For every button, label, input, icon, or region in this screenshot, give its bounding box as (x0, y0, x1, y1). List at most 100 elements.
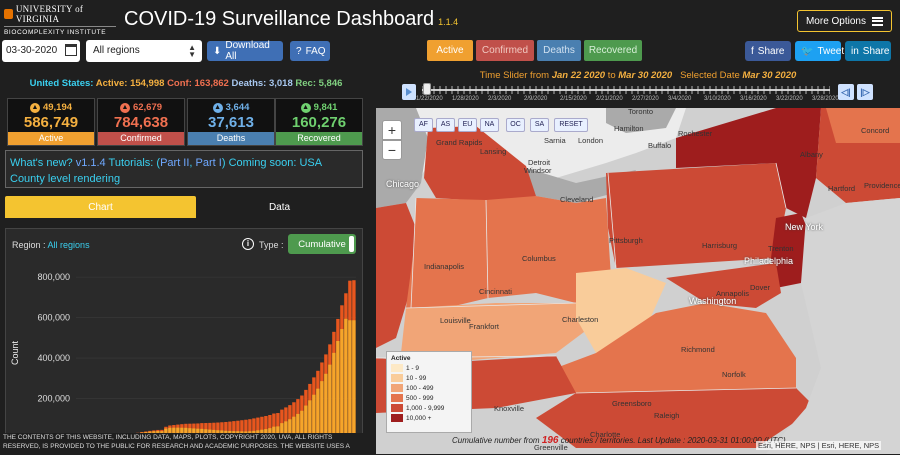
header: UNIVERSITY of VIRGINIA BIOCOMPLEXITY INS… (0, 0, 900, 40)
slider-tick-label: 3/16/2020 (740, 96, 767, 102)
tab-recovered[interactable]: Recovered (584, 40, 642, 61)
label-new-york: New York (785, 222, 823, 232)
bar-active (316, 389, 319, 439)
y-tick-label: 600,000 (37, 313, 70, 323)
map-legend: Active 1 - 9 10 - 99 100 - 499 500 - 999… (386, 351, 472, 433)
uva-logo[interactable]: UNIVERSITY of VIRGINIA BIOCOMPLEXITY INS… (4, 4, 116, 36)
map-view[interactable]: + − AF AS EU NA OC SA RESET Toronto Hami… (376, 108, 900, 454)
tab-active[interactable]: Active (427, 40, 473, 61)
region-btn-sa[interactable]: SA (530, 118, 549, 132)
y-tick-label: 200,000 (37, 394, 70, 404)
label-washington: Washington (689, 296, 736, 306)
label-trenton: Trenton (768, 244, 794, 253)
twitter-share-button[interactable]: 🐦Tweet (795, 41, 841, 61)
download-icon: ⬇ (213, 46, 221, 57)
label-grand-rapids: Grand Rapids (436, 138, 482, 147)
facebook-icon: f (751, 46, 754, 57)
region-btn-as[interactable]: AS (436, 118, 455, 132)
region-btn-af[interactable]: AF (414, 118, 433, 132)
tab-deaths[interactable]: Deaths (537, 40, 581, 61)
download-all-button[interactable]: ⬇Download All (207, 41, 283, 61)
logo-line-1: UNIVERSITY of VIRGINIA (16, 4, 116, 24)
bar-active (348, 320, 351, 439)
label-cincinnati: Cincinnati (479, 287, 512, 296)
chart-region-label: Region : All regions (12, 240, 90, 250)
whats-new-banner: What's new? v1.1.4 Tutorials: (Part II, … (5, 150, 363, 188)
y-axis-label: Count (10, 341, 20, 366)
legend-swatch (391, 394, 403, 402)
label-toronto: Toronto (628, 108, 653, 116)
zoom-out-button[interactable]: − (382, 140, 402, 160)
tab-data[interactable]: Data (196, 196, 363, 218)
arrow-up-icon: ▲ (30, 103, 40, 113)
time-slider-handle[interactable] (423, 83, 431, 95)
question-icon: ? (296, 46, 302, 57)
step-forward-button[interactable]: |▷ (857, 84, 873, 100)
label-frankfort: Frankfort (469, 322, 499, 331)
region-btn-na[interactable]: NA (480, 118, 499, 132)
label-columbus: Columbus (522, 254, 556, 263)
stat-card-active: ▲49,194 586,749 Active (7, 98, 95, 146)
slider-tick-label: 3/28/2020 (812, 96, 839, 102)
cumulative-toggle[interactable]: Cumulative (288, 234, 356, 254)
bar-active (328, 365, 331, 439)
info-icon[interactable]: i (242, 238, 254, 250)
slider-tick-label: 1/28/2020 (452, 96, 479, 102)
region-select[interactable]: All regions▲▼ (86, 40, 202, 62)
label-windsor: Windsor (524, 166, 552, 175)
tutorial-part1-link[interactable]: Part I (196, 157, 222, 169)
label-louisville: Louisville (440, 316, 471, 325)
label-albany: Albany (800, 150, 823, 159)
time-slider-panel: Time Slider from Jan 22 2020 to Mar 30 2… (376, 62, 900, 108)
calendar-icon[interactable] (65, 44, 77, 56)
chart-region-value[interactable]: All regions (48, 240, 90, 250)
label-buffalo: Buffalo (648, 141, 671, 150)
rotunda-icon (4, 9, 13, 19)
legend-row: 10 - 99 (391, 373, 467, 383)
region-btn-eu[interactable]: EU (458, 118, 477, 132)
linkedin-icon: in (851, 46, 859, 57)
faq-button[interactable]: ?FAQ (290, 41, 330, 61)
version-link[interactable]: v1.1.4 (76, 157, 106, 169)
slider-tick-label: 2/3/2020 (488, 96, 511, 102)
region-btn-reset[interactable]: RESET (554, 118, 588, 132)
region-indiana[interactable] (406, 198, 488, 308)
legend-swatch (391, 384, 403, 392)
tab-confirmed[interactable]: Confirmed (476, 40, 534, 61)
label-dover: Dover (750, 283, 770, 292)
tutorial-part2-link[interactable]: Part II (160, 157, 189, 169)
slider-tick-label: 1/22/2020 (416, 96, 443, 102)
region-pennsylvania[interactable] (606, 163, 786, 268)
chart-panel: Region : All regions i Type : Cumulative… (5, 228, 363, 454)
play-button[interactable] (402, 84, 416, 100)
date-picker-input[interactable]: 03-30-2020 (2, 40, 80, 62)
bar-active (352, 320, 355, 439)
map-update-note: Cumulative number from 196 countries / t… (452, 435, 786, 446)
slider-tick-label: 3/10/2020 (704, 96, 731, 102)
legend-row: 100 - 499 (391, 383, 467, 393)
time-slider-track[interactable] (422, 86, 830, 94)
step-back-button[interactable]: ◁| (838, 84, 854, 100)
bar-active (332, 353, 335, 439)
label-hamilton: Hamilton (614, 124, 644, 133)
time-slider-text: Time Slider from Jan 22 2020 to Mar 30 2… (376, 70, 900, 81)
stat-card-deaths: ▲3,644 37,613 Deaths (187, 98, 275, 146)
zoom-in-button[interactable]: + (382, 120, 402, 140)
label-cleveland: Cleveland (560, 195, 593, 204)
legend-swatch (391, 374, 403, 382)
label-hartford: Hartford (828, 184, 855, 193)
cumulative-bar-chart: 0200,000400,000600,000800,000Count202020… (6, 259, 362, 455)
label-knoxville: Knoxville (494, 404, 524, 413)
more-options-button[interactable]: More Options (797, 10, 892, 32)
disclaimer-text: THE CONTENTS OF THIS WEBSITE, INCLUDING … (3, 433, 363, 454)
y-tick-label: 400,000 (37, 353, 70, 363)
version-label: 1.1.4 (438, 17, 458, 27)
region-btn-oc[interactable]: OC (506, 118, 525, 132)
label-london: London (578, 136, 603, 145)
label-charleston: Charleston (562, 315, 598, 324)
tab-chart[interactable]: Chart (5, 196, 196, 218)
label-lansing: Lansing (480, 147, 506, 156)
